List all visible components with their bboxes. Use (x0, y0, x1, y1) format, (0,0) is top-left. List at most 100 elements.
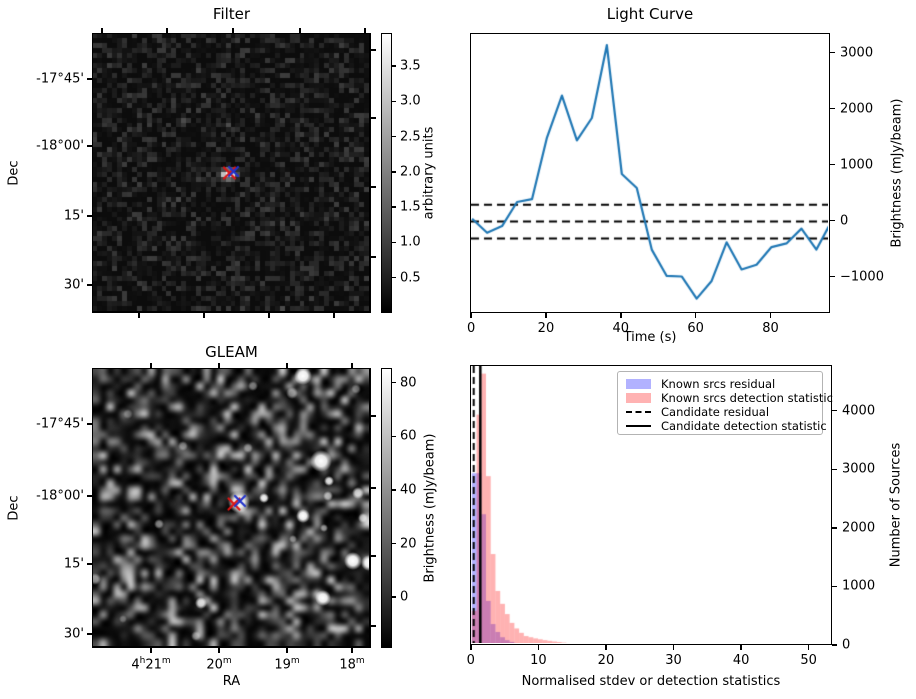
gleam-bottom-tick (218, 648, 220, 653)
filter-colorbar-tick-label: 1.0 (400, 234, 421, 250)
legend-entry: Candidate residual (626, 405, 814, 419)
legend-patch-swatch (626, 379, 651, 389)
filter-colorbar-tick (391, 135, 397, 138)
histogram-axes (470, 365, 832, 645)
light-curve-axes (470, 33, 830, 313)
light-curve-y-tick-label: 1000 (840, 157, 874, 173)
gleam-bottom-tick (351, 648, 353, 653)
filter-colorbar-tick (391, 206, 397, 208)
gleam-colorbar-tick-label: 0 (400, 589, 409, 605)
histogram-x-tick (672, 645, 675, 650)
histogram-y-tick-label: 1000 (842, 578, 876, 594)
light-curve-y-tick-label: 3000 (840, 45, 874, 61)
ra-tick-text: 20 (206, 657, 223, 673)
light-curve-x-tick (545, 313, 547, 318)
light-curve-y-tick-label: 2000 (840, 101, 874, 117)
ra-unit-superscript: h (139, 656, 146, 666)
filter-colorbar-tick (391, 241, 397, 244)
histogram-x-tick-label: 40 (732, 653, 750, 668)
light-curve-x-tick (769, 313, 772, 318)
gleam-top-tick (286, 363, 288, 368)
gleam-colorbar-tick-label: 40 (400, 482, 417, 498)
histogram-x-tick (740, 645, 742, 650)
filter-axes (92, 33, 371, 313)
light-curve-y-tick (830, 51, 835, 54)
filter-right-tick (371, 186, 376, 188)
ra-tick-text: 18 (339, 657, 356, 673)
light-curve-x-tick-label: 80 (762, 321, 779, 336)
legend-label: Known srcs residual (661, 377, 776, 391)
gleam-colorbar-tick-label: 60 (400, 428, 417, 444)
filter-top-tick (232, 28, 234, 33)
light-curve-title: Light Curve (606, 5, 694, 23)
histogram-y-tick (832, 468, 837, 471)
filter-left-tick (87, 284, 92, 286)
filter-top-tick (364, 28, 366, 33)
light-curve-x-tick-label: 60 (687, 321, 704, 336)
light-curve-xlabel: Time (s) (623, 330, 677, 345)
filter-bottom-tick (268, 313, 270, 318)
filter-colorbar-label: arbitrary units (421, 126, 437, 220)
filter-title: Filter (212, 5, 251, 23)
filter-top-tick (101, 28, 103, 33)
legend-patch-swatch (626, 393, 651, 403)
filter-image-canvas (93, 34, 369, 311)
histogram-y-tick (832, 585, 837, 588)
filter-colorbar-tick-label: 2.0 (400, 164, 421, 180)
gleam-y-tick-label: 15' (63, 556, 84, 572)
ra-unit-superscript: m (222, 656, 232, 666)
gleam-right-tick (371, 415, 376, 417)
gleam-colorbar-tick-label: 80 (400, 375, 417, 391)
histogram-y-tick-label: 2000 (842, 520, 876, 536)
legend-solid-line-swatch (626, 425, 651, 427)
histogram-y-tick (832, 527, 837, 529)
gleam-colorbar-tick (391, 381, 397, 384)
gleam-y-tick-label: -17°45' (36, 416, 84, 432)
histogram-x-tick (605, 645, 607, 650)
histogram-x-tick-label: 50 (800, 653, 817, 668)
histogram-y-tick-label: 4000 (842, 403, 876, 419)
histogram-x-tick (807, 645, 810, 650)
filter-colorbar-tick (391, 171, 397, 173)
ra-tick-text: 4 (131, 657, 140, 673)
gleam-left-tick (87, 423, 92, 425)
gleam-y-tick-label: 30' (63, 626, 84, 642)
gleam-bottom-tick (150, 648, 152, 653)
filter-left-tick (87, 145, 92, 147)
light-curve-x-tick (620, 313, 622, 318)
filter-bottom-tick (333, 313, 335, 318)
light-curve-y-tick (830, 219, 835, 222)
light-curve-y-tick (830, 107, 835, 110)
legend-entry: Candidate detection statistic (626, 419, 827, 433)
gleam-colorbar-tick (391, 542, 397, 545)
histogram-legend: Known srcs residual Known srcs detection … (617, 371, 833, 435)
gleam-colorbar (381, 368, 392, 648)
light-curve-y-tick (830, 163, 835, 166)
filter-colorbar-tick-label: 2.5 (400, 129, 421, 145)
filter-right-tick (371, 49, 376, 51)
gleam-x-tick-label: 19m (274, 656, 299, 672)
gleam-colorbar-tick (391, 596, 397, 598)
filter-left-tick (87, 78, 92, 80)
filter-colorbar-tick (391, 65, 397, 67)
light-curve-ylabel: Brightness (mJy/beam) (889, 98, 905, 248)
gleam-colorbar-tick-label: 20 (400, 536, 417, 551)
filter-colorbar-tick-label: 3.5 (400, 58, 421, 74)
filter-y-tick-label: -18°00' (36, 138, 84, 154)
filter-bottom-tick (138, 313, 140, 318)
gleam-colorbar-tick (391, 435, 397, 438)
histogram-y-tick-label: 0 (842, 637, 851, 653)
ra-unit-superscript: m (355, 656, 365, 666)
gleam-right-tick (371, 625, 376, 627)
gleam-left-tick (87, 495, 92, 497)
gleam-right-tick (371, 555, 376, 557)
light-curve-x-tick (694, 313, 697, 318)
filter-y-tick-label: 30' (63, 277, 84, 293)
legend-label: Candidate detection statistic (661, 419, 827, 433)
legend-label: Known srcs detection statistic (661, 391, 833, 405)
gleam-title: GLEAM (205, 343, 258, 361)
legend-entry: Known srcs detection statistic (626, 391, 833, 405)
histogram-x-tick-label: 20 (597, 653, 615, 668)
histogram-x-tick (470, 645, 472, 650)
light-curve-x-tick-label: 0 (466, 321, 476, 336)
